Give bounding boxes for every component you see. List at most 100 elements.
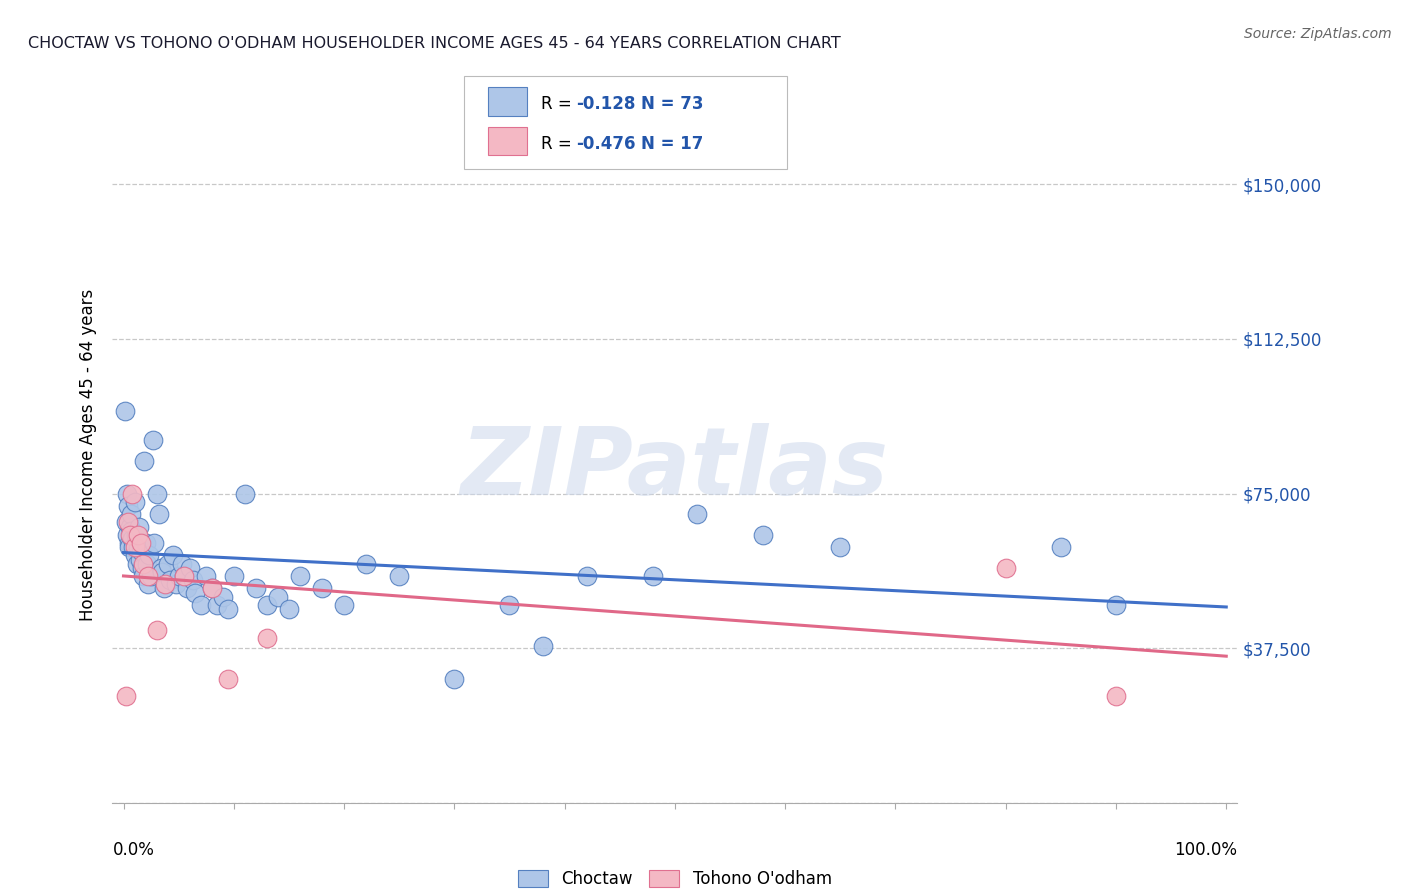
Text: Source: ZipAtlas.com: Source: ZipAtlas.com	[1244, 27, 1392, 41]
Point	[222, 569, 245, 583]
Point	[136, 577, 159, 591]
Point	[145, 623, 167, 637]
Point	[181, 573, 204, 587]
Text: 0.0%: 0.0%	[112, 841, 155, 859]
Point	[124, 540, 146, 554]
Point	[129, 552, 152, 566]
Point	[135, 536, 157, 550]
Point	[114, 689, 136, 703]
Text: R =: R =	[541, 95, 578, 113]
Point	[115, 486, 138, 500]
Point	[1105, 598, 1128, 612]
Point	[114, 516, 136, 530]
Point	[173, 569, 195, 583]
Point	[201, 582, 224, 596]
Point	[117, 516, 139, 530]
Point	[114, 404, 136, 418]
Point	[120, 524, 142, 538]
Point	[135, 557, 157, 571]
Point	[127, 528, 149, 542]
Point	[176, 582, 198, 596]
Point	[128, 519, 150, 533]
Point	[132, 557, 155, 571]
Text: 100.0%: 100.0%	[1174, 841, 1237, 859]
Point	[388, 569, 411, 583]
Point	[155, 577, 177, 591]
Point	[233, 486, 256, 500]
Point	[124, 495, 146, 509]
Y-axis label: Householder Income Ages 45 - 64 years: Householder Income Ages 45 - 64 years	[79, 289, 97, 621]
Point	[117, 499, 139, 513]
Point	[1050, 540, 1073, 554]
Point	[150, 565, 173, 579]
Point	[752, 528, 775, 542]
Point	[190, 598, 212, 612]
Point	[195, 569, 218, 583]
Point	[167, 569, 190, 583]
Point	[170, 557, 193, 571]
Point	[531, 639, 554, 653]
Point	[162, 549, 184, 563]
Point	[159, 573, 181, 587]
Point	[120, 528, 142, 542]
Point	[143, 536, 166, 550]
Point	[184, 585, 207, 599]
Point	[153, 582, 176, 596]
Point	[211, 590, 233, 604]
Point	[115, 528, 138, 542]
Point	[145, 486, 167, 500]
Point	[173, 569, 195, 583]
Text: -0.128: -0.128	[576, 95, 636, 113]
Text: ZIPatlas: ZIPatlas	[461, 423, 889, 515]
Point	[207, 598, 229, 612]
Point	[129, 536, 152, 550]
Point	[127, 540, 149, 554]
Text: N = 73: N = 73	[641, 95, 703, 113]
Point	[277, 602, 299, 616]
Legend: Choctaw, Tohono O'odham: Choctaw, Tohono O'odham	[512, 863, 838, 892]
Point	[120, 519, 142, 533]
Point	[131, 561, 153, 575]
Point	[333, 598, 356, 612]
Text: R =: R =	[541, 135, 578, 153]
Point	[139, 569, 162, 583]
Point	[122, 540, 145, 554]
Point	[124, 528, 146, 542]
Point	[443, 672, 465, 686]
Point	[830, 540, 852, 554]
Point	[136, 569, 159, 583]
Point	[124, 549, 146, 563]
Point	[120, 507, 142, 521]
Point	[138, 549, 160, 563]
Point	[498, 598, 520, 612]
Point	[156, 557, 179, 571]
Point	[134, 453, 156, 467]
Point	[575, 569, 598, 583]
Point	[132, 569, 155, 583]
Point	[121, 532, 143, 546]
Point	[179, 561, 201, 575]
Point	[150, 561, 173, 575]
Point	[354, 557, 377, 571]
Point	[121, 486, 143, 500]
Point	[118, 536, 141, 550]
Point	[245, 582, 267, 596]
Text: N = 17: N = 17	[641, 135, 703, 153]
Point	[118, 540, 141, 554]
Point	[994, 561, 1017, 575]
Point	[142, 433, 165, 447]
Point	[201, 582, 224, 596]
Point	[1105, 689, 1128, 703]
Point	[165, 577, 187, 591]
Point	[148, 507, 170, 521]
Text: -0.476: -0.476	[576, 135, 636, 153]
Point	[217, 672, 239, 686]
Point	[288, 569, 311, 583]
Point	[311, 582, 333, 596]
Point	[129, 544, 152, 558]
Point	[686, 507, 709, 521]
Point	[256, 631, 278, 645]
Point	[641, 569, 664, 583]
Point	[125, 557, 148, 571]
Point	[267, 590, 290, 604]
